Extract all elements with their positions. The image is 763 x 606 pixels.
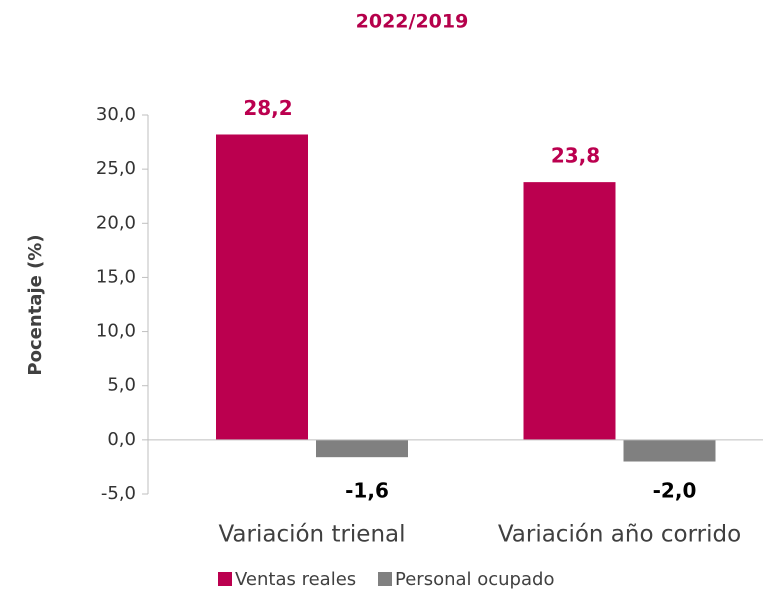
y-tick-label: 25,0: [96, 158, 136, 179]
data-label: 28,2: [243, 96, 292, 120]
y-axis-label: Pocentaje (%): [25, 234, 46, 375]
data-label: -1,6: [345, 479, 389, 503]
y-tick-label: 15,0: [96, 266, 136, 287]
bar: [523, 182, 616, 440]
chart-title: 2022/2019: [356, 11, 469, 33]
y-tick-label: 0,0: [107, 429, 136, 450]
legend-swatch: [378, 572, 392, 586]
y-tick-label: 5,0: [107, 375, 136, 396]
data-label: -2,0: [653, 479, 697, 503]
y-tick-label: -5,0: [101, 483, 136, 504]
data-label: 23,8: [551, 144, 600, 168]
legend-label: Personal ocupado: [395, 569, 554, 590]
legend-swatch: [218, 572, 232, 586]
legend-label: Ventas reales: [235, 569, 356, 590]
y-tick-label: 30,0: [96, 104, 136, 125]
x-tick-label: Variación trienal: [218, 522, 405, 548]
bar: [623, 439, 716, 462]
y-tick-label: 10,0: [96, 321, 136, 342]
x-tick-label: Variación año corrido: [498, 522, 741, 548]
bar: [316, 439, 408, 458]
y-tick-label: 20,0: [96, 212, 136, 233]
bar: [216, 134, 308, 440]
